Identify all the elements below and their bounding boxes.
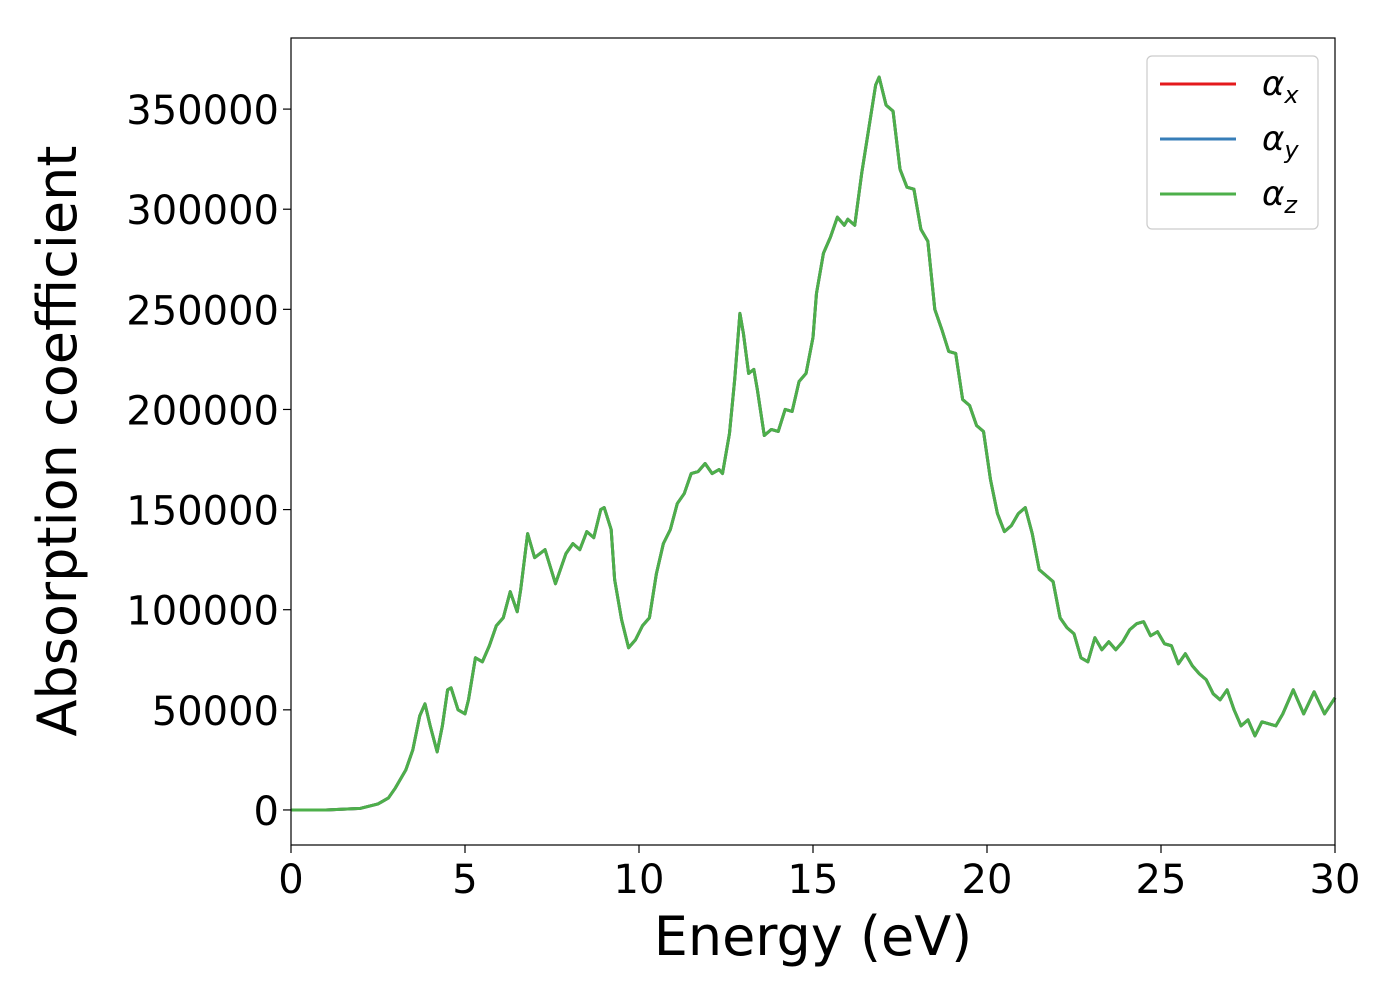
legend-label: αx — [1262, 64, 1299, 109]
x-tick-label: 5 — [452, 857, 477, 903]
y-tick-label: 0 — [254, 789, 279, 835]
y-axis-title: Absorption coefficient — [26, 146, 89, 737]
y-tick-label: 350000 — [126, 88, 279, 134]
x-tick-label: 25 — [1136, 857, 1187, 903]
y-tick-label: 50000 — [152, 689, 279, 735]
y-tick-label: 100000 — [126, 589, 279, 635]
x-tick-label: 20 — [962, 857, 1013, 903]
y-tick-label: 300000 — [126, 188, 279, 234]
legend-label: αy — [1262, 119, 1299, 164]
x-tick-label: 30 — [1310, 857, 1361, 903]
legend-box — [1146, 55, 1319, 230]
x-tick-label: 10 — [614, 857, 665, 903]
x-axis-title: Energy (eV) — [654, 905, 973, 968]
series-line — [291, 75, 1337, 812]
y-tick-label: 250000 — [126, 288, 279, 334]
plot-frame — [290, 37, 1336, 846]
legend-label: αz — [1262, 174, 1298, 219]
x-tick-label: 0 — [278, 857, 303, 903]
y-tick-label: 150000 — [126, 489, 279, 535]
legend: αx αy αz — [1146, 55, 1319, 230]
x-tick-label: 15 — [788, 857, 839, 903]
y-tick-label: 200000 — [126, 388, 279, 434]
